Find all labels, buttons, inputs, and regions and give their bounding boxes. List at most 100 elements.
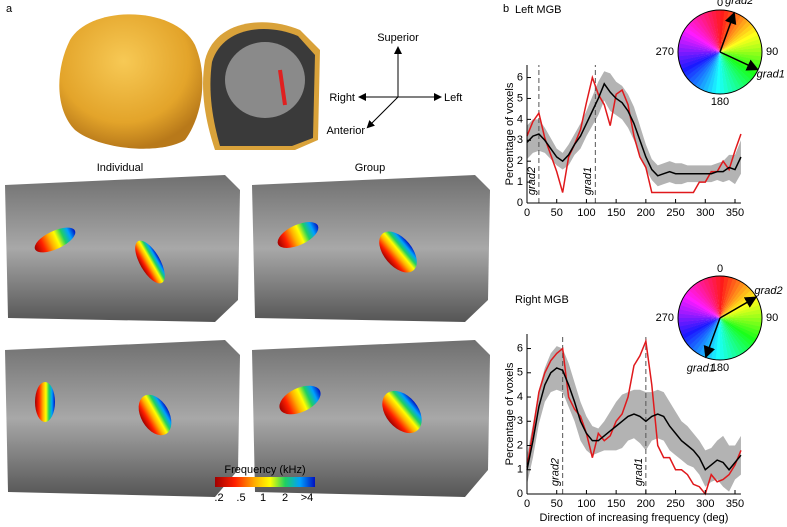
wheel-wedge <box>685 318 720 347</box>
wheel-wedge <box>688 52 720 84</box>
x-tick-label: 300 <box>696 498 714 510</box>
wheel-wedge <box>720 31 759 52</box>
wheel-label: 0 <box>717 263 723 275</box>
panel-label: a <box>6 3 13 15</box>
reference-label: grad2 <box>550 458 562 486</box>
wheel-wedge <box>685 52 720 81</box>
wheel-wedge <box>681 296 720 318</box>
gradient-label: grad2 <box>725 0 753 7</box>
x-tick-label: 0 <box>524 207 530 219</box>
wheel-wedge <box>695 281 720 318</box>
wheel-outline <box>677 9 763 95</box>
y-tick-label: 2 <box>517 439 523 451</box>
wheel-wedge <box>688 286 720 318</box>
wheel-wedge <box>702 11 720 53</box>
wheel-wedge <box>720 18 749 52</box>
x-tick-label: 200 <box>637 498 655 510</box>
colorbar-label: >4 <box>301 492 314 504</box>
axis-label: Anterior <box>326 125 365 137</box>
wheel-wedge <box>691 17 720 52</box>
wheel-wedge <box>720 52 752 84</box>
wheel-wedge <box>681 30 720 52</box>
wheel-wedge <box>719 318 725 361</box>
wheel-wedge <box>720 27 757 52</box>
y-tick-label: 4 <box>517 113 523 125</box>
wheel-wedge <box>679 52 720 70</box>
x-tick-label: 50 <box>551 207 563 219</box>
colorbar-label: 2 <box>282 492 288 504</box>
wheel-wedge <box>720 47 763 53</box>
head-render <box>59 14 203 149</box>
panel-label: b <box>503 3 509 15</box>
x-tick-label: 350 <box>726 498 744 510</box>
wheel-wedge <box>678 304 720 318</box>
chart-title: Right MGB <box>515 294 569 306</box>
axis-label: Left <box>444 92 462 104</box>
wheel-wedge <box>720 318 733 360</box>
x-tick-label: 200 <box>637 207 655 219</box>
line-series <box>526 82 742 177</box>
wheel-wedge <box>678 318 720 327</box>
column-title: Individual <box>97 162 143 174</box>
wheel-wedge <box>720 318 749 353</box>
y-tick-label: 5 <box>517 367 523 379</box>
colorbar-title: Frequency (kHz) <box>224 464 305 476</box>
gradient-arrow <box>719 11 737 53</box>
colorbar-label: .2 <box>214 492 223 504</box>
wheel-wedge <box>720 39 762 52</box>
gradient-arrow <box>703 317 721 359</box>
wheel-wedge <box>720 309 762 318</box>
wheel-label: 180 <box>711 362 729 374</box>
wheel-wedge <box>707 10 720 52</box>
y-tick-label: 0 <box>517 488 523 500</box>
y-tick-label: 5 <box>517 92 523 104</box>
wheel-wedge <box>699 279 720 318</box>
wheel-wedge <box>720 318 729 360</box>
wheel-wedge <box>688 20 720 52</box>
x-tick-label: 250 <box>666 498 684 510</box>
gradient-label: grad1 <box>757 69 785 81</box>
wheel-wedge <box>681 318 720 339</box>
wheel-wedge <box>720 52 738 93</box>
wheel-wedge <box>720 52 745 89</box>
wheel-wedge <box>678 38 720 52</box>
wheel-wedge <box>715 276 721 318</box>
x-tick-label: 300 <box>696 207 714 219</box>
x-tick-label: 250 <box>666 207 684 219</box>
wheel-wedge <box>711 276 720 318</box>
y-tick-label: 2 <box>517 155 523 167</box>
reference-label: grad2 <box>526 167 538 195</box>
wheel-wedge <box>702 52 720 92</box>
wheel-wedge <box>695 15 720 52</box>
wheel-wedge <box>695 318 720 355</box>
wheel-wedge <box>719 52 725 94</box>
wheel-wedge <box>678 52 720 65</box>
wheel-wedge <box>720 318 757 343</box>
wheel-wedge <box>720 279 742 318</box>
wheel-wedge <box>720 318 745 355</box>
x-tick-label: 0 <box>524 498 530 510</box>
wheel-wedge <box>679 318 720 336</box>
gradient-label: grad1 <box>687 363 715 375</box>
wheel-wedge <box>720 20 752 52</box>
gradient-arrow <box>719 296 758 319</box>
gradient-arrow <box>719 51 759 71</box>
wheel-wedge <box>680 34 720 52</box>
wheel-wedge <box>720 52 733 94</box>
wheel-wedge <box>678 51 720 57</box>
wheel-wedge <box>720 52 749 87</box>
wheel-wedge <box>706 52 720 94</box>
wheel-wedge <box>691 283 720 318</box>
wheel-wedge <box>720 34 761 52</box>
wheel-wedge <box>720 305 762 318</box>
wheel-wedge <box>720 43 762 52</box>
wheel-label: 270 <box>656 312 674 324</box>
mri-section <box>203 22 320 150</box>
wheel-wedge <box>681 52 720 73</box>
wheel-wedge <box>711 10 720 52</box>
x-tick-label: 100 <box>577 207 595 219</box>
wheel-label: 180 <box>711 96 729 108</box>
wheel-wedge <box>691 52 720 86</box>
wheel-wedge <box>720 15 745 52</box>
